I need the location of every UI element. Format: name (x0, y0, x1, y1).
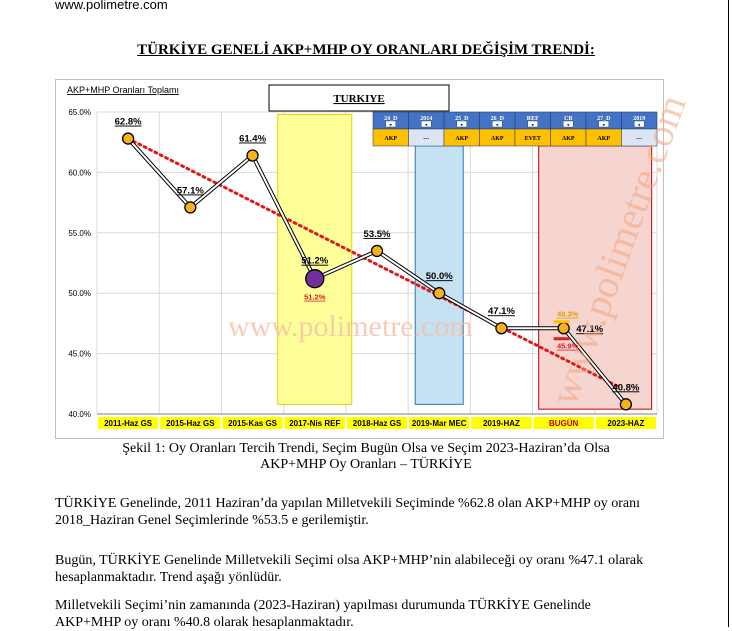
data-label: 50.0% (426, 271, 453, 282)
x-label-bg (409, 417, 470, 429)
tab-top-label: REF (527, 116, 539, 122)
data-label: 61.4% (239, 133, 266, 144)
x-tick-label: 2017-Nis REF (289, 419, 340, 428)
chevron-down-icon: ▾ (602, 124, 605, 129)
data-label: 53.5% (364, 229, 391, 240)
data-label: 47.1% (576, 324, 603, 335)
ref-label: 51.2% (304, 293, 326, 302)
chevron-down-icon: ▾ (425, 124, 428, 129)
tab-bottom-label: --- (636, 136, 642, 142)
x-tick-label: 2015-Kas GS (228, 419, 278, 428)
x-label-bg (98, 417, 159, 429)
band-referendum (277, 113, 353, 405)
paragraph-1: TÜRKİYE Genelinde, 2011 Haziran’da yapıl… (55, 496, 641, 528)
tab-top-label: 2019 (633, 116, 645, 122)
x-label-bg (160, 417, 221, 429)
caption-line-1: Şekil 1: Oy Oranları Tercih Trendi, Seçi… (122, 441, 610, 456)
tab-dropdown-button (421, 120, 432, 128)
x-tick-label: 2018-Haz GS (353, 419, 402, 428)
data-label: 47.1% (488, 306, 515, 317)
figure-caption: Şekil 1: Oy Oranları Tercih Trendi, Seçi… (0, 441, 732, 473)
x-label-bg (471, 417, 532, 429)
chevron-down-icon: ▾ (496, 124, 499, 129)
data-label: 57.1% (177, 185, 204, 196)
x-tick-label: 2015-Haz GS (166, 419, 215, 428)
page-edge-rule (728, 0, 729, 627)
x-tick-label: 2023-HAZ (607, 419, 644, 428)
chevron-down-icon: ▾ (460, 124, 463, 129)
tab-top-label: 26_D (491, 116, 505, 122)
x-tick-label: 2019-HAZ (483, 419, 520, 428)
data-point (246, 149, 259, 162)
tab-top-label: 27_D (597, 116, 611, 122)
x-label-bg (533, 417, 594, 429)
y-tick-label: 40.0% (68, 410, 91, 419)
chevron-down-icon: ▾ (531, 124, 534, 129)
y-tick-label: 55.0% (68, 229, 91, 238)
data-point (433, 287, 446, 300)
page-heading: TÜRKİYE GENELİ AKP+MHP OY ORANLARI DEĞİŞ… (137, 42, 595, 58)
x-label-bg (222, 417, 283, 429)
chevron-down-icon: ▾ (389, 124, 392, 129)
tab-dropdown-button (456, 120, 467, 128)
x-tick-label: 2011-Haz GS (104, 419, 153, 428)
x-tick-label: BUGÜN (549, 419, 579, 428)
tab-top-label: 2014 (420, 116, 432, 122)
chevron-down-icon: ▾ (567, 124, 570, 129)
y-tick-label: 50.0% (68, 289, 91, 298)
x-tick-label: 2019-Mar MEC (412, 419, 467, 428)
tab-dropdown-button (634, 120, 645, 128)
trend-chart: 40.0% 45.0% 50.0% 55.0% 60.0% 65.0% AKP+MHP Or… (55, 79, 664, 439)
x-label-bg (284, 417, 345, 429)
tab-bottom-label: --- (423, 136, 429, 142)
data-label: 51.2% (301, 256, 328, 267)
data-label: 62.8% (115, 117, 142, 128)
y-tick-label: 60.0% (68, 168, 91, 177)
data-label: 40.8% (612, 382, 639, 393)
data-point (121, 132, 135, 145)
y-axis-title: AKP+MHP Oranları Toplamı (67, 85, 179, 95)
paragraph-3: Milletvekili Seçimi’nin zamanında (2023-… (55, 598, 591, 630)
data-point (184, 201, 197, 214)
y-tick-label: 45.0% (68, 350, 91, 359)
tab-dropdown-button (492, 120, 503, 128)
tab-top-label: 25_D (455, 116, 469, 122)
tab-dropdown-button (598, 120, 609, 128)
tab-top-label: 24_D (384, 116, 398, 122)
chart-svg: 40.0% 45.0% 50.0% 55.0% 60.0% 65.0% AKP+MHP Or… (55, 79, 664, 439)
data-point (305, 269, 325, 289)
data-point (370, 244, 384, 258)
data-point (495, 322, 508, 335)
tab-bottom-label: EVET (525, 136, 541, 142)
x-label-bg (346, 417, 408, 429)
y-tick-label: 65.0% (68, 108, 91, 117)
tab-bottom-label: AKP (597, 136, 610, 142)
data-point (619, 398, 633, 411)
lower-label: 45.9% (557, 342, 579, 351)
paragraph-2: Bugün, TÜRKİYE Genelinde Milletvekili Se… (55, 553, 644, 585)
chevron-down-icon: ▾ (638, 124, 641, 129)
tab-top-label: CB (564, 116, 572, 122)
watermark: www.polimetre.com (228, 310, 473, 343)
chart-title: TURKIYE (333, 93, 384, 105)
trend-line (126, 137, 622, 389)
tab-bottom-label: AKP (491, 136, 504, 142)
tab-bottom-label: AKP (384, 136, 397, 142)
tab-dropdown-button (563, 120, 574, 128)
tab-bottom-label: AKP (455, 136, 468, 142)
upper-label: 48.3% (557, 310, 579, 319)
site-url[interactable]: www.polimetre.com (55, 0, 168, 12)
tab-bottom-label: AKP (562, 136, 575, 142)
caption-line-2: AKP+MHP Oy Oranları – TÜRKİYE (260, 457, 472, 472)
x-label-bg (595, 417, 656, 429)
tab-dropdown-button (527, 120, 538, 128)
tab-bottom (621, 128, 658, 147)
tab-dropdown-button (385, 120, 396, 128)
chart-title-box (268, 84, 450, 112)
